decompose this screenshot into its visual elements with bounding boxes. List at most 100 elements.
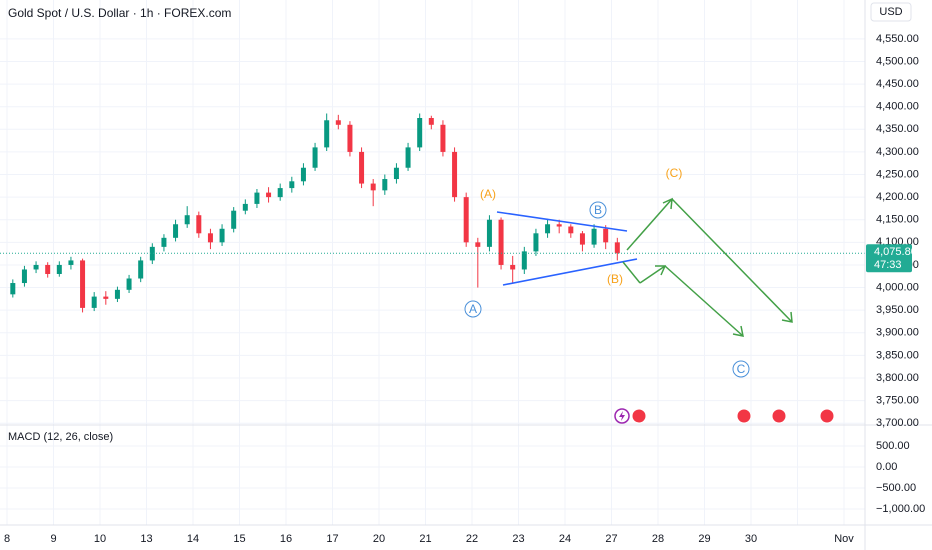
x-tick-label: 8 (4, 533, 10, 545)
candle-body (277, 188, 283, 198)
x-tick-label: 27 (605, 533, 617, 545)
candle-body (370, 183, 376, 191)
event-icon[interactable] (631, 408, 647, 424)
event-icon[interactable] (771, 408, 787, 424)
candle-body (533, 233, 539, 252)
arrow (671, 198, 793, 323)
trend-line (496, 211, 628, 232)
x-tick-label: 14 (187, 533, 199, 545)
x-tick-label: 9 (50, 533, 56, 545)
candle-body (91, 296, 97, 308)
candle-body (289, 181, 295, 189)
wave-label: (B) (607, 272, 623, 286)
wave-label: B (594, 203, 602, 217)
wave-label: A (469, 302, 477, 316)
candle-body (68, 260, 74, 265)
candle-body (545, 224, 551, 234)
candle-body (149, 246, 155, 261)
y-tick-label: 3,800.00 (876, 372, 919, 384)
projection-arrows (622, 197, 793, 337)
wave-label-circle (589, 201, 607, 219)
y-tick-label: 4,450.00 (876, 78, 919, 90)
candle-body (405, 147, 411, 168)
candle-body (440, 124, 446, 152)
x-tick-label: 22 (466, 533, 478, 545)
x-tick-label: 23 (512, 533, 524, 545)
arrow-head (781, 311, 793, 323)
event-icon[interactable] (819, 408, 835, 424)
candle-body (231, 210, 237, 229)
candle-body (207, 233, 213, 243)
candle-body (591, 228, 597, 245)
trend-line (502, 258, 638, 286)
last-price-tag (866, 244, 912, 273)
indicator-tick-label: 500.00 (876, 440, 910, 452)
x-tick-label: 30 (745, 533, 757, 545)
indicator-tick-label: −500.00 (876, 482, 916, 494)
x-tick-label: 16 (280, 533, 292, 545)
candle-body (300, 167, 306, 182)
candle-body (475, 242, 481, 247)
currency-button[interactable] (870, 2, 912, 22)
y-tick-label: 4,350.00 (876, 123, 919, 135)
candle-body (428, 118, 434, 125)
x-tick-label: 24 (559, 533, 571, 545)
candle-body (114, 289, 120, 299)
candle-body (45, 264, 51, 274)
chart-title: Gold Spot / U.S. Dollar · 1h · FOREX.com (8, 6, 231, 20)
candle-body (173, 224, 179, 238)
y-tick-label: 3,750.00 (876, 394, 919, 406)
candle-body (266, 192, 272, 198)
arrow (626, 198, 673, 251)
event-icon[interactable] (736, 408, 752, 424)
candle-body (452, 151, 458, 198)
candle-body (463, 197, 469, 243)
candle-body (603, 228, 609, 243)
wave-label-circle (732, 360, 750, 378)
x-tick-label: 28 (652, 533, 664, 545)
candle-body (382, 179, 388, 191)
candle-body (103, 296, 109, 299)
candle-body (56, 264, 62, 274)
candle-body (324, 120, 330, 148)
y-tick-label: 3,700.00 (876, 417, 919, 429)
y-tick-label: 4,250.00 (876, 168, 919, 180)
x-tick-label: 29 (698, 533, 710, 545)
wave-label: (C) (666, 166, 683, 180)
candle-body (393, 167, 399, 180)
candle-body (254, 192, 260, 204)
arrow-head (732, 325, 744, 337)
grid (0, 0, 865, 525)
last-price-countdown: 47:33 (874, 259, 902, 271)
candle-body (521, 251, 527, 270)
wave-label: (A) (480, 187, 496, 201)
candle-body (568, 226, 574, 234)
x-tick-label: 15 (233, 533, 245, 545)
x-tick-label: Nov (834, 533, 854, 545)
y-tick-label: 3,850.00 (876, 349, 919, 361)
x-tick-label: 20 (373, 533, 385, 545)
y-tick-label: 4,150.00 (876, 214, 919, 226)
candle-body (219, 228, 225, 243)
candle-body (161, 237, 167, 247)
candle-body (21, 269, 27, 284)
x-tick-label: 13 (140, 533, 152, 545)
y-tick-label: 4,200.00 (876, 191, 919, 203)
y-tick-label: 4,500.00 (876, 55, 919, 67)
candle-body (242, 203, 248, 211)
y-tick-label: 4,300.00 (876, 146, 919, 158)
indicator-tick-label: −1,000.00 (876, 503, 925, 515)
candle-body (510, 264, 516, 270)
y-tick-label: 3,900.00 (876, 327, 919, 339)
candle-body (359, 151, 365, 184)
event-icons[interactable] (614, 408, 835, 424)
candle-body (33, 264, 39, 270)
y-tick-label: 4,550.00 (876, 33, 919, 45)
x-tick-label: 21 (419, 533, 431, 545)
candle-body (335, 120, 341, 125)
last-price-label: 4,075.80 (874, 246, 917, 258)
candle-body (184, 215, 190, 225)
currency-label[interactable]: USD (879, 6, 902, 18)
